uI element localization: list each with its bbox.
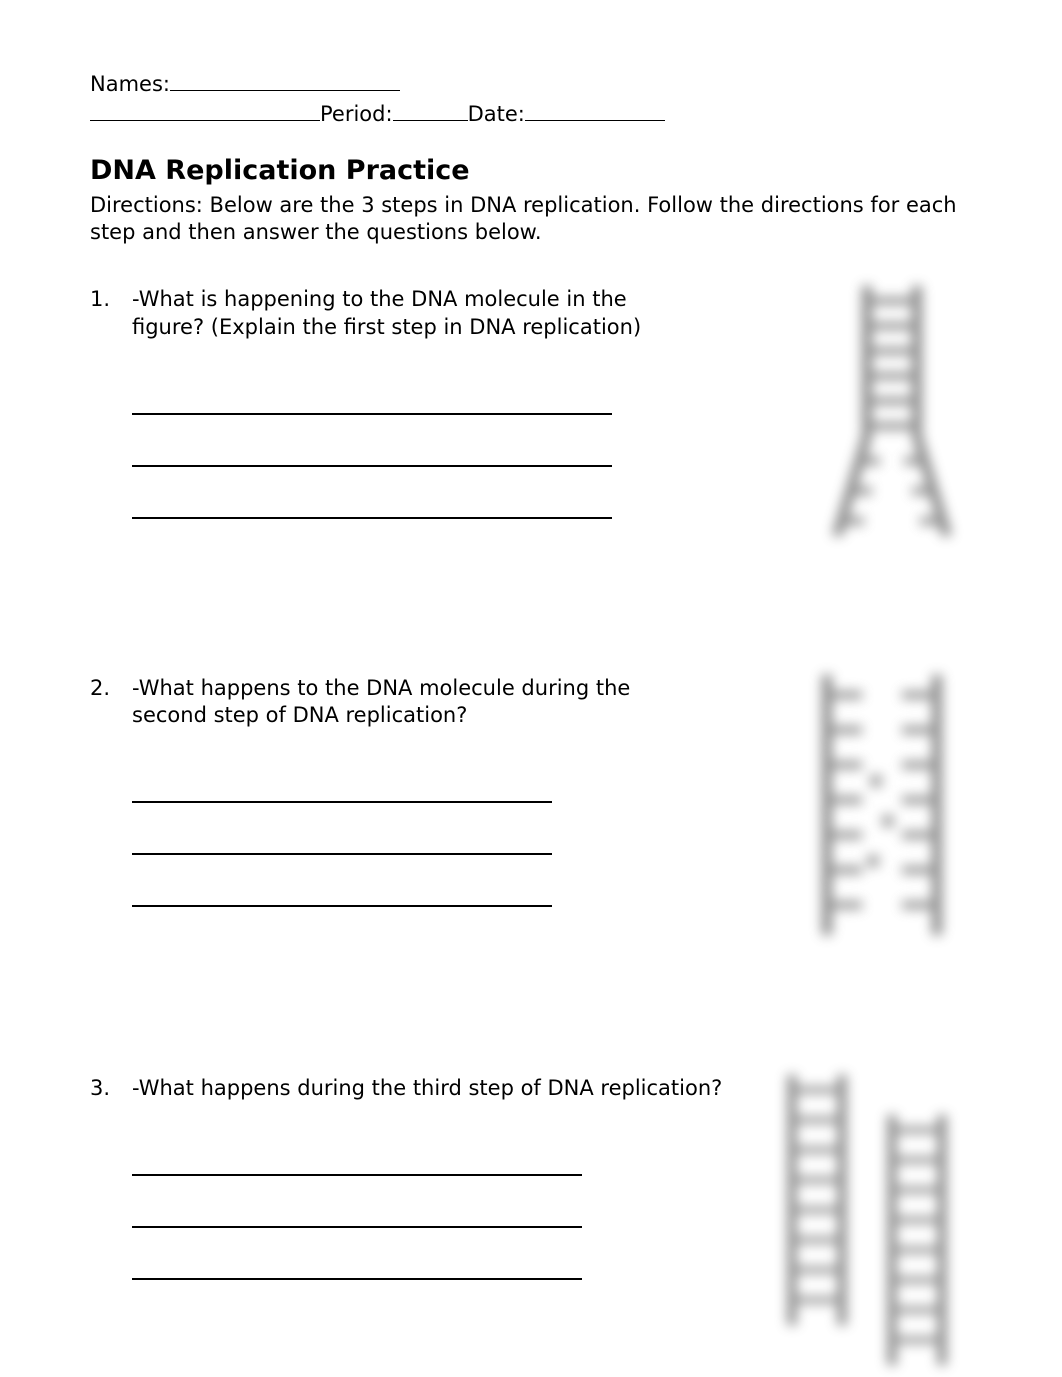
answer-lines: [132, 777, 772, 907]
answer-line[interactable]: [132, 881, 552, 907]
page-title: DNA Replication Practice: [90, 153, 972, 188]
date-label: Date:: [468, 102, 525, 126]
question-number: 2.: [90, 675, 132, 702]
leading-blank[interactable]: [90, 100, 320, 121]
question-text: -What happens to the DNA molecule during…: [132, 675, 692, 730]
figure-column: [812, 286, 972, 536]
figure-column: [792, 675, 972, 935]
question-body: -What happens to the DNA molecule during…: [132, 675, 792, 934]
answer-line[interactable]: [132, 829, 552, 855]
question-body: -What happens during the third step of D…: [132, 1075, 772, 1306]
question-text: -What happens during the third step of D…: [132, 1075, 732, 1102]
answer-lines: [132, 389, 792, 519]
period-label: Period:: [320, 102, 393, 126]
answer-line[interactable]: [132, 441, 612, 467]
question-number: 3.: [90, 1075, 132, 1102]
dna-unzip-figure: [812, 286, 972, 536]
answer-line[interactable]: [132, 1202, 582, 1228]
answer-line[interactable]: [132, 777, 552, 803]
answer-line[interactable]: [132, 1150, 582, 1176]
answer-lines: [132, 1150, 752, 1280]
title-block: DNA Replication Practice Directions: Bel…: [90, 153, 972, 247]
answer-line[interactable]: [132, 1254, 582, 1280]
names-blank[interactable]: [170, 70, 400, 91]
question-text: -What is happening to the DNA molecule i…: [132, 286, 692, 341]
directions-text: Directions: Below are the 3 steps in DNA…: [90, 192, 970, 247]
question-1: 1. -What is happening to the DNA molecul…: [90, 286, 972, 545]
header-line-2: Period: Date:: [90, 100, 972, 128]
date-blank[interactable]: [525, 100, 665, 121]
question-number: 1.: [90, 286, 132, 313]
question-3: 3. -What happens during the third step o…: [90, 1075, 972, 1365]
figure-column: [772, 1075, 972, 1365]
dna-open-strands-figure: [792, 675, 972, 935]
answer-line[interactable]: [132, 493, 612, 519]
dna-two-copies-figure: [772, 1075, 972, 1365]
question-2: 2. -What happens to the DNA molecule dur…: [90, 675, 972, 935]
period-blank[interactable]: [393, 100, 468, 121]
answer-line[interactable]: [132, 389, 612, 415]
names-label: Names:: [90, 72, 170, 96]
question-body: -What is happening to the DNA molecule i…: [132, 286, 812, 545]
header-line-1: Names:: [90, 70, 972, 98]
